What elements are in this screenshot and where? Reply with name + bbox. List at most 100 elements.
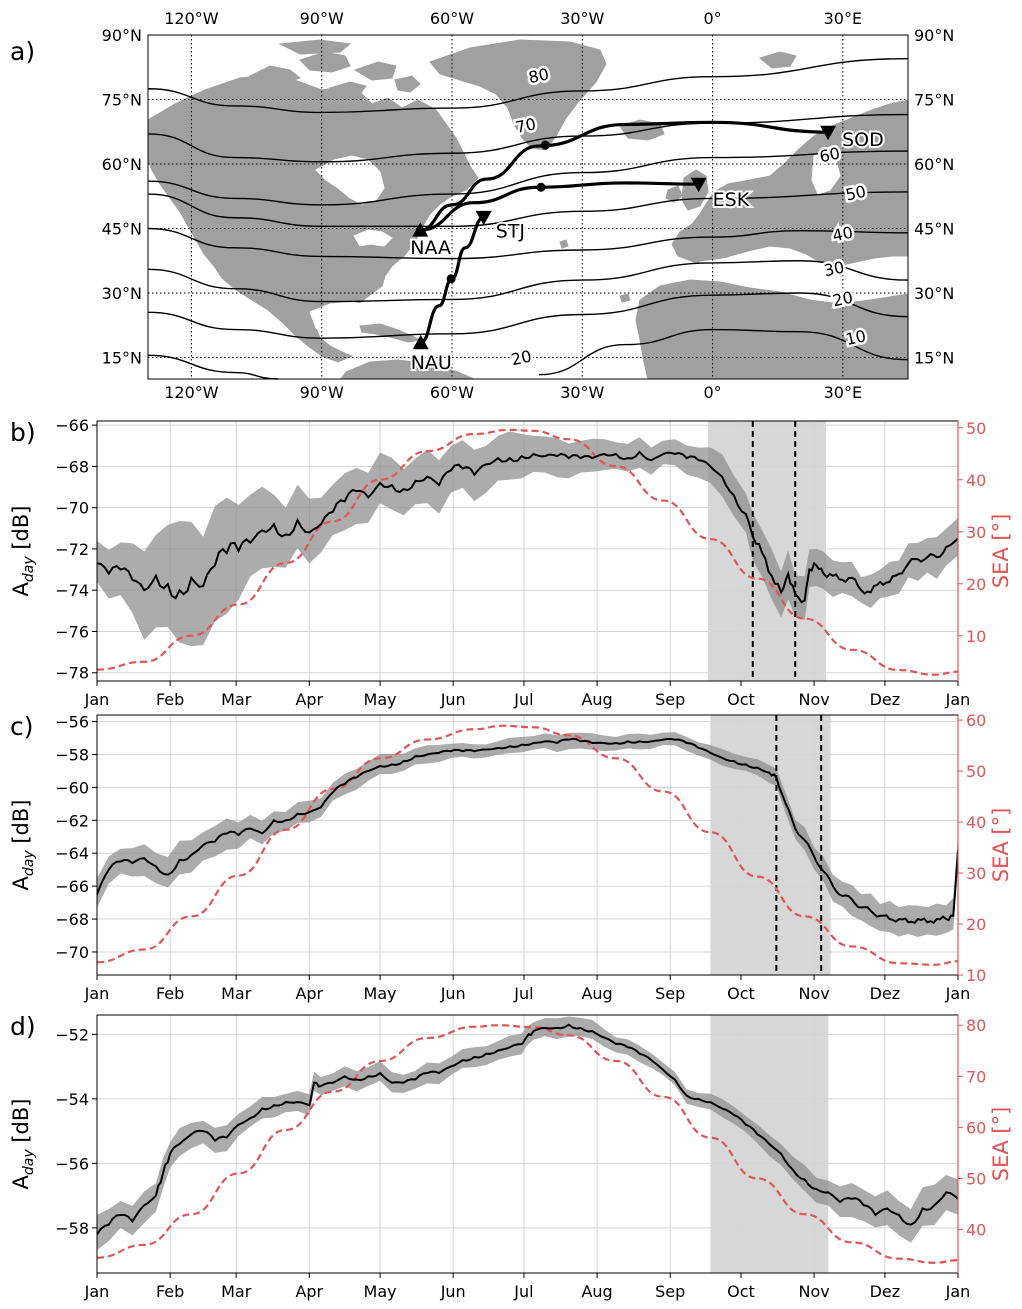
y-tick-label: −66 <box>55 877 89 896</box>
svalbard-land <box>758 51 797 69</box>
contour-line <box>147 227 909 260</box>
lon-tick-label-top: 60°W <box>430 9 474 28</box>
y2-tick-label: 30 <box>966 864 986 883</box>
land-masses <box>148 39 908 379</box>
y2-axis-label: SEA [°] <box>989 808 1013 883</box>
panel-label: b) <box>10 418 36 447</box>
station-label: SOD <box>842 129 884 151</box>
great-circle-path <box>420 120 830 232</box>
lon-tick-label-bottom: 60°W <box>430 383 474 402</box>
x-tick-label: Mar <box>221 690 252 709</box>
y2-tick-label: 50 <box>966 762 986 781</box>
mediterranean-sea <box>699 255 908 301</box>
gulf-of-mexico <box>309 301 373 339</box>
a-day-series-line <box>97 737 958 924</box>
x-tick-label: Oct <box>727 984 755 1003</box>
path-midpoint <box>536 182 546 192</box>
x-tick-label: Dez <box>870 984 901 1003</box>
y-label-part: A <box>9 875 33 890</box>
contour-line <box>147 57 909 114</box>
lon-tick-label-bottom: 30°E <box>824 383 862 402</box>
greenland-land <box>429 39 607 151</box>
x-tick-label: Mar <box>221 984 252 1003</box>
y-tick-label: −76 <box>55 622 89 641</box>
x-tick-label: Aug <box>581 1282 612 1301</box>
lon-tick-label-top: 0° <box>703 9 721 28</box>
y2-axis-label: SEA [°] <box>989 1107 1013 1182</box>
lon-tick-label-top: 90°W <box>300 9 344 28</box>
map-panel: a) <box>10 9 954 402</box>
y2-axis-label: SEA [°] <box>989 514 1013 589</box>
y2-tick-label: 40 <box>966 813 986 832</box>
x-tick-label: Feb <box>156 1282 184 1301</box>
map-tick-labels: 120°W 120°W 90°W 90°W 60°W 60°W 30°W 30°W 0° 0° 30… <box>102 9 955 402</box>
y2-tick-label: 10 <box>966 966 986 985</box>
a-day-series-line <box>97 1023 958 1235</box>
x-tick-label: Apr <box>295 984 323 1003</box>
x-tick-label: Jul <box>513 1282 533 1301</box>
hudson-bay <box>315 155 385 205</box>
x-tick-label: May <box>364 984 397 1003</box>
lat-tick-label-right: 75°N <box>914 91 954 110</box>
station-marker <box>412 334 429 350</box>
y-tick-label: −64 <box>55 844 89 863</box>
x-tick-label: Jan <box>945 984 971 1003</box>
y2-tick-label: 20 <box>966 575 986 594</box>
x-tick-label: Mar <box>221 1282 252 1301</box>
y2-tick-label: 40 <box>966 471 986 490</box>
y-tick-label: −58 <box>55 1219 89 1238</box>
chart-panel-d: d) Jan Feb Mar Apr May Jun Jul Aug Sep Oct Nov Dez Ja… <box>9 1012 1013 1301</box>
contour-line <box>147 191 909 228</box>
lat-tick-label-right: 45°N <box>914 220 954 239</box>
x-tick-label: Jan <box>945 1282 971 1301</box>
lat-tick-label-left: 15°N <box>102 349 142 368</box>
y-tick-label: −56 <box>55 1154 89 1173</box>
path-midpoint <box>446 274 456 284</box>
lat-tick-label-right: 30°N <box>914 284 954 303</box>
x-tick-label: Jan <box>84 984 110 1003</box>
y-tick-label: −72 <box>55 540 89 559</box>
station-marker <box>475 210 492 226</box>
lon-tick-label-bottom: 120°W <box>164 383 219 402</box>
contour-line <box>538 328 909 376</box>
a-day-series-line <box>97 450 958 604</box>
x-tick-label: Oct <box>727 690 755 709</box>
lat-tick-label-left: 90°N <box>102 26 142 45</box>
y-tick-label: −68 <box>55 457 89 476</box>
contour-line <box>147 292 909 339</box>
x-tick-label: Dez <box>870 690 901 709</box>
y-tick-label: −54 <box>55 1090 89 1109</box>
stations: NAA NAU STJ ESK SOD <box>408 125 886 376</box>
lon-tick-label-bottom: 90°W <box>300 383 344 402</box>
x-tick-label: Nov <box>798 984 829 1003</box>
x-tick-label: Nov <box>798 690 829 709</box>
y-label-subscript: day <box>21 556 37 582</box>
x-tick-label: May <box>364 1282 397 1301</box>
lon-tick-label-top: 30°W <box>560 9 604 28</box>
panel-label-a: a) <box>10 37 35 66</box>
station-label: NAU <box>411 352 452 374</box>
station-marker <box>690 177 707 193</box>
y2-tick-label: 60 <box>966 711 986 730</box>
x-tick-label: Dez <box>870 1282 901 1301</box>
y-axis-label: Aday [dB] <box>9 1099 37 1190</box>
lat-tick-label-right: 60°N <box>914 155 954 174</box>
y-tick-label: −60 <box>55 778 89 797</box>
x-tick-label: Jul <box>513 690 533 709</box>
x-tick-label: Sep <box>655 690 685 709</box>
x-tick-label: Jan <box>84 690 110 709</box>
lat-tick-label-left: 30°N <box>102 284 142 303</box>
lon-tick-label-top: 120°W <box>164 9 219 28</box>
a-day-spread-band <box>97 732 958 937</box>
y-tick-label: −74 <box>55 581 89 600</box>
y-label-part: A <box>9 1174 33 1189</box>
y-tick-label: −78 <box>55 664 89 683</box>
contour-line <box>147 354 279 380</box>
x-tick-label: Sep <box>655 984 685 1003</box>
x-tick-label: Sep <box>655 1282 685 1301</box>
y-label-subscript: day <box>21 1149 37 1175</box>
panel-label: c) <box>10 712 34 741</box>
y2-tick-label: 10 <box>966 627 986 646</box>
y2-tick-label: 50 <box>966 1169 986 1188</box>
x-tick-label: May <box>364 690 397 709</box>
